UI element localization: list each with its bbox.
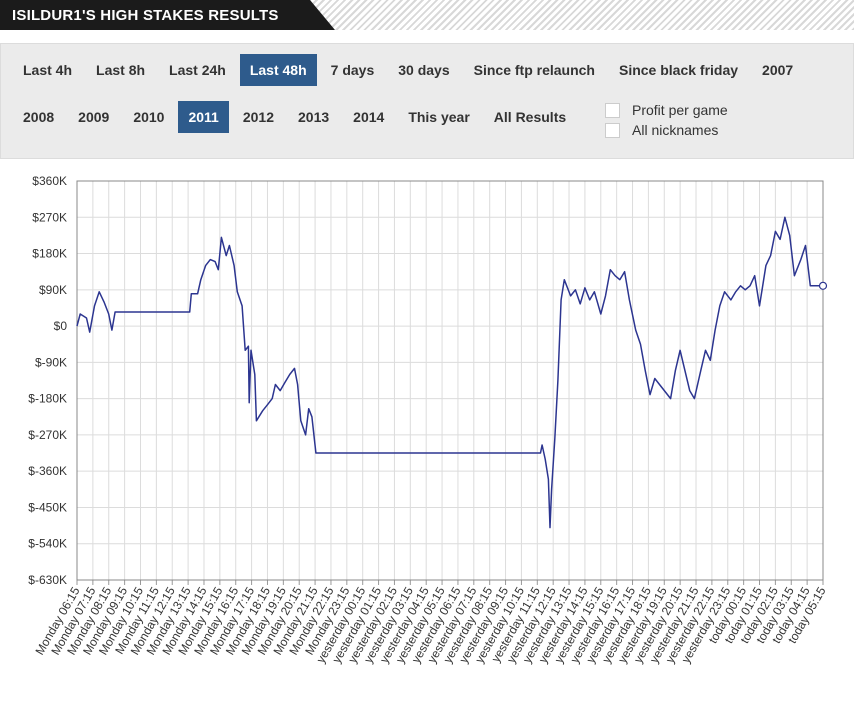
filter-button[interactable]: 2014 (353, 109, 385, 125)
page-title: ISILDUR1'S HIGH STAKES RESULTS (12, 7, 279, 24)
option-label: Profit per game (632, 102, 728, 118)
filter-button[interactable]: Since ftp relaunch (473, 62, 595, 78)
y-tick-label: $270K (32, 210, 67, 224)
y-tick-label: $-180K (28, 392, 67, 406)
end-marker (818, 281, 828, 290)
y-tick-label: $-540K (28, 537, 67, 551)
title-tab (0, 0, 335, 30)
filter-button[interactable]: 2011 (178, 101, 229, 133)
filter-row: 2008 2009 2010 2011 2012 2013 2014 This year All… (13, 101, 576, 133)
filter-row: Last 4h Last 8h Last 24h Last 48h 7 days 30 d… (13, 54, 803, 86)
y-tick-label: $0 (54, 319, 68, 333)
y-tick-label: $-630K (28, 573, 67, 587)
filter-button[interactable]: Since black friday (618, 62, 739, 78)
filter-button[interactable]: Last 4h (23, 62, 73, 78)
y-tick-label: $90K (39, 283, 67, 297)
option[interactable]: All nicknames (605, 122, 718, 138)
filter-button[interactable]: All Results (493, 109, 567, 125)
filter-button[interactable]: 2007 (762, 62, 794, 78)
y-tick-label: $-360K (28, 464, 67, 478)
filter-button[interactable]: Last 8h (96, 62, 146, 78)
option[interactable]: Profit per game (605, 102, 728, 118)
filter-button[interactable]: 2013 (298, 109, 330, 125)
y-tick-label: $-90K (35, 355, 67, 369)
checkbox[interactable] (605, 102, 620, 118)
plot-area (77, 181, 823, 580)
y-tick-label: $-450K (28, 500, 67, 514)
filter-button[interactable]: Last 24h (169, 62, 226, 78)
filter-button[interactable]: 30 days (398, 62, 450, 78)
data-line (76, 216, 823, 529)
filter-button[interactable]: This year (408, 109, 470, 125)
header: ISILDUR1'S HIGH STAKES RESULTS (0, 0, 854, 30)
plot-border (76, 180, 824, 581)
y-tick-label: $360K (32, 174, 67, 188)
filter-panel: Last 4h Last 8h Last 24h Last 48h 7 days 30 d… (0, 43, 854, 159)
filter-button[interactable]: 2008 (23, 109, 55, 125)
filter-button[interactable]: 7 days (330, 62, 375, 78)
filter-button[interactable]: Last 48h (239, 54, 317, 86)
y-tick-label: $180K (32, 247, 67, 261)
filter-button[interactable]: 2012 (242, 109, 274, 125)
checkbox[interactable] (605, 122, 620, 138)
chart: $360K $270K $180K $90K $0 $-90K $-180K $-270K $-… (28, 174, 828, 665)
option-label: All nicknames (632, 122, 719, 138)
filter-button[interactable]: 2009 (78, 109, 110, 125)
filter-button[interactable]: 2010 (133, 109, 165, 125)
y-tick-label: $-270K (28, 428, 67, 442)
